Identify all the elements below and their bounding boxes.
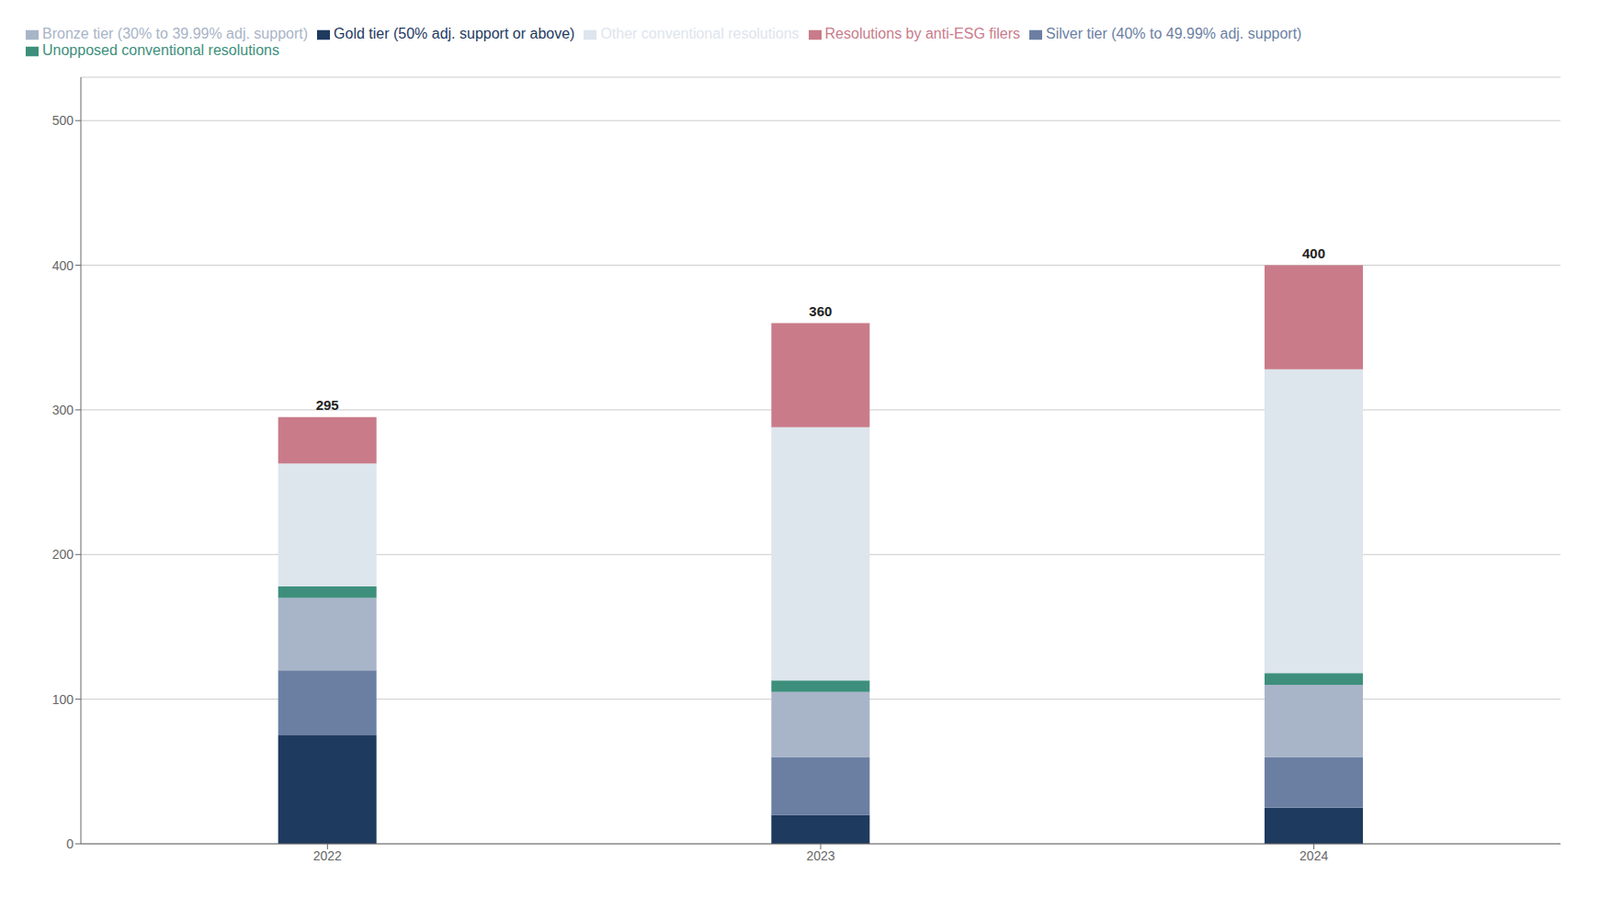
svg-text:400: 400 xyxy=(52,258,75,273)
html-text:Other conventional resolutions: Other conventional resolutions xyxy=(600,25,800,42)
html-text:Gold tier (50% adj. support or: Gold tier (50% adj. support or above) xyxy=(333,25,575,42)
svg-text:100: 100 xyxy=(52,692,75,707)
svg-text:2024: 2024 xyxy=(1299,848,1328,863)
svg-text:200: 200 xyxy=(52,546,75,562)
svg-text:2022: 2022 xyxy=(313,848,342,863)
svg-text:400: 400 xyxy=(1302,245,1326,261)
svg-text:295: 295 xyxy=(316,397,340,413)
svg-text:500: 500 xyxy=(52,113,75,128)
html-text:Unopposed conventional resolut: Unopposed conventional resolutions xyxy=(42,42,280,58)
svg-text:360: 360 xyxy=(808,303,832,319)
svg-text:300: 300 xyxy=(52,402,75,418)
svg-text:2023: 2023 xyxy=(805,848,835,863)
html-text:Bronze tier (30% to 39.99% adj: Bronze tier (30% to 39.99% adj. support) xyxy=(42,25,308,42)
svg-text:0: 0 xyxy=(66,836,74,852)
html-text:Resolutions by anti-ESG filers: Resolutions by anti-ESG filers xyxy=(824,25,1021,42)
html-text:Silver tier (40% to 49.99% adj: Silver tier (40% to 49.99% adj. support) xyxy=(1045,25,1302,42)
